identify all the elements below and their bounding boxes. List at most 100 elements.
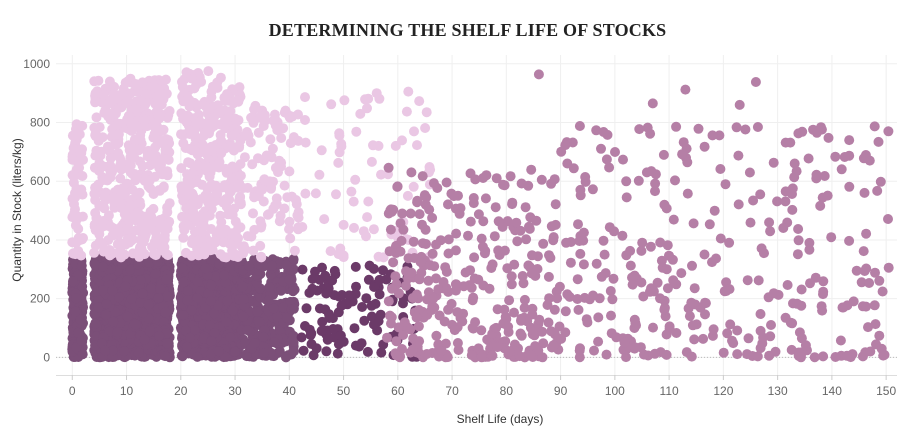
data-point — [526, 164, 537, 175]
data-point — [621, 176, 632, 187]
data-point — [376, 347, 387, 358]
data-point — [293, 212, 304, 223]
y-tick-label: 600 — [30, 174, 50, 188]
data-point — [123, 76, 134, 87]
axes: 0 10 20 30 40 50 60 70 80 90 100 110 120 130 140 150 0 20… — [23, 57, 897, 398]
data-point — [719, 286, 730, 297]
data-point — [204, 320, 215, 331]
data-point — [546, 326, 557, 337]
data-point — [269, 337, 280, 348]
data-point — [565, 257, 576, 268]
data-point — [258, 331, 269, 342]
data-point — [755, 309, 766, 319]
data-point — [280, 259, 291, 270]
data-point — [398, 224, 409, 235]
data-point — [108, 316, 119, 327]
data-point — [442, 352, 453, 363]
data-point — [90, 131, 101, 142]
data-point — [452, 307, 463, 318]
data-point — [417, 238, 428, 249]
data-point — [332, 348, 343, 359]
data-point — [391, 350, 402, 361]
data-point — [238, 183, 249, 193]
data-point — [650, 186, 660, 197]
data-point — [97, 239, 108, 250]
data-point — [521, 234, 532, 245]
data-point — [107, 345, 118, 356]
data-point — [573, 219, 583, 230]
data-point — [423, 275, 434, 286]
data-point — [284, 274, 295, 285]
data-point — [144, 160, 155, 171]
data-point — [333, 157, 344, 168]
data-point — [90, 88, 101, 98]
data-point — [561, 237, 572, 248]
data-point — [130, 319, 141, 330]
data-point — [883, 262, 894, 273]
data-point — [786, 344, 797, 355]
data-point — [618, 154, 628, 165]
data-point — [127, 143, 138, 154]
data-point — [572, 294, 583, 304]
data-point — [98, 201, 109, 211]
data-point — [707, 130, 718, 141]
data-point — [476, 325, 487, 336]
data-point — [316, 145, 327, 156]
data-point — [203, 191, 214, 202]
data-point — [133, 259, 143, 270]
data-point — [403, 86, 414, 97]
data-point — [237, 281, 248, 292]
data-point — [374, 289, 385, 300]
data-point — [466, 282, 477, 293]
data-point — [199, 244, 210, 255]
data-point — [154, 331, 165, 341]
data-point — [298, 345, 309, 356]
data-point — [700, 298, 711, 309]
data-point — [621, 352, 631, 363]
data-point — [793, 235, 804, 246]
data-point — [71, 183, 82, 194]
data-point — [346, 186, 357, 197]
data-point — [554, 281, 565, 292]
data-point — [678, 137, 689, 148]
data-point — [96, 146, 107, 157]
data-point — [363, 196, 374, 207]
data-points — [67, 66, 894, 363]
data-point — [297, 222, 308, 232]
data-point — [153, 84, 164, 95]
data-point — [687, 320, 698, 331]
data-point — [874, 275, 885, 286]
y-axis-title: Quantity in Stock (liters/kg) — [10, 138, 24, 281]
data-point — [368, 224, 379, 235]
data-point — [206, 86, 217, 97]
data-point — [715, 164, 726, 174]
data-point — [137, 77, 148, 88]
data-point — [744, 167, 755, 178]
data-point — [636, 245, 647, 256]
data-point — [141, 89, 152, 100]
data-point — [725, 319, 736, 330]
data-point — [420, 199, 431, 210]
data-point — [661, 329, 672, 340]
data-point — [105, 153, 116, 164]
data-point — [285, 233, 296, 244]
data-point — [587, 184, 598, 195]
data-point — [282, 312, 292, 323]
data-point — [284, 216, 295, 227]
data-point — [150, 268, 161, 279]
data-point — [267, 260, 277, 271]
data-point — [130, 104, 141, 115]
data-point — [388, 257, 399, 268]
data-point — [414, 274, 425, 285]
data-point — [205, 296, 216, 307]
data-point — [604, 162, 615, 173]
data-point — [321, 288, 332, 299]
data-point — [197, 179, 208, 190]
data-point — [572, 274, 583, 285]
data-point — [265, 134, 276, 145]
data-point — [875, 176, 886, 187]
data-point — [401, 280, 411, 291]
data-point — [349, 222, 359, 233]
data-point — [715, 233, 726, 244]
